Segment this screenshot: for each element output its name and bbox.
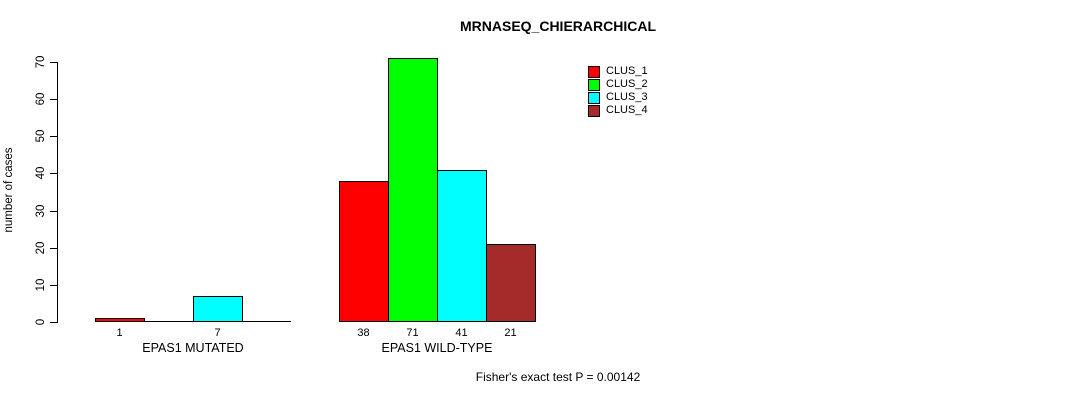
legend-swatch-clus_3 [588,91,600,104]
y-tick-label: 10 [35,278,47,292]
legend-label: CLUS_4 [606,104,648,116]
bar-value-label: 38 [357,327,370,339]
legend-item: CLUS_3 [588,91,648,104]
legend-label: CLUS_1 [606,65,648,77]
legend-label: CLUS_3 [606,91,648,103]
y-tick [50,322,57,323]
legend-swatch-clus_1 [588,65,600,78]
y-tick-label: 70 [35,55,47,69]
legend: CLUS_1 CLUS_2 CLUS_3 CLUS_4 [588,65,648,117]
y-tick [50,211,57,212]
bar-clus_3-epas1-mutated [193,296,243,322]
bar-value-label: 71 [406,327,419,339]
bar-clus_4-epas1-wild-type [486,244,536,322]
legend-swatch-clus_2 [588,78,600,91]
legend-item: CLUS_1 [588,65,648,78]
bar-value-label: 41 [455,327,468,339]
x-category-label: EPAS1 WILD-TYPE [381,341,493,355]
chart-title: MRNASEQ_CHIERARCHICAL [459,18,657,34]
legend-label: CLUS_2 [606,78,648,90]
legend-item: CLUS_2 [588,78,648,91]
y-tick [50,99,57,100]
x-category-label: EPAS1 MUTATED [142,341,244,355]
bar-value-label: 7 [214,327,221,339]
y-tick [50,136,57,137]
stat-annotation: Fisher's exact test P = 0.00142 [475,370,641,384]
y-tick-label: 30 [35,204,47,218]
y-tick-label: 60 [35,92,47,106]
y-tick-label: 40 [35,166,47,180]
y-axis-line [57,62,58,323]
y-tick [50,173,57,174]
y-tick-label: 20 [35,241,47,255]
y-tick [50,285,57,286]
bar-clus_3-epas1-wild-type [437,170,487,322]
bar-clus_1-epas1-wild-type [339,181,389,322]
legend-swatch-clus_4 [588,104,600,117]
y-tick [50,248,57,249]
bar-value-label: 1 [116,327,123,339]
y-tick-label: 0 [35,318,47,326]
y-tick [50,62,57,63]
bar-value-label: 21 [504,327,517,339]
bar-clus_1-epas1-mutated [95,318,145,322]
bar-clus_2-epas1-wild-type [388,58,438,322]
legend-item: CLUS_4 [588,104,648,117]
y-tick-label: 50 [35,129,47,143]
